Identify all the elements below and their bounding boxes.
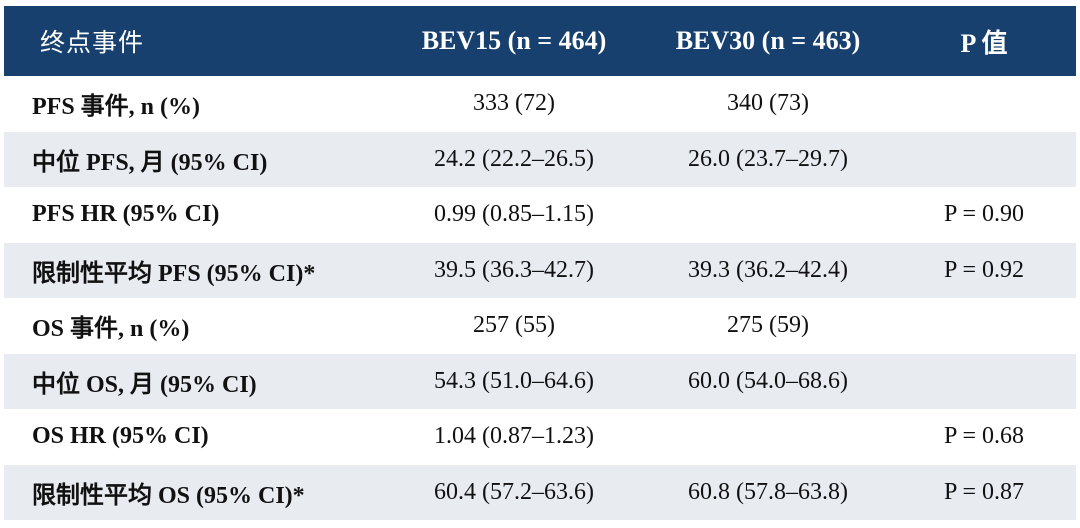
table-row: 限制性平均 PFS (95% CI)* 39.5 (36.3–42.7) 39.… — [4, 242, 1076, 298]
header-bev15: BEV15 (n = 464) — [421, 26, 607, 55]
header-p-value: P 值 — [960, 28, 1008, 58]
header-row: 终点事件 BEV15 (n = 464) BEV30 (n = 463) P 值 — [4, 6, 1076, 76]
cell-bev15: 60.4 (57.2–63.6) — [434, 478, 594, 505]
table-row: 中位 OS, 月 (95% CI) 54.3 (51.0–64.6) 60.0 … — [4, 353, 1076, 410]
cell-p-value — [892, 132, 1076, 188]
table-row: PFS 事件, n (%) 333 (72) 340 (73) — [4, 76, 1076, 132]
cell-bev30: 60.8 (57.8–63.8) — [688, 478, 848, 505]
cell-bev15: 39.5 (36.3–42.7) — [434, 256, 594, 283]
table-row: 限制性平均 OS (95% CI)* 60.4 (57.2–63.6) 60.8… — [4, 464, 1076, 520]
cell-bev30: 26.0 (23.7–29.7) — [688, 145, 848, 172]
cell-bev15: 257 (55) — [473, 312, 555, 339]
row-label: PFS HR (95% CI) — [32, 201, 220, 228]
table-body: PFS 事件, n (%) 333 (72) 340 (73) 中位 PFS, … — [4, 76, 1076, 520]
cell-bev30: 340 (73) — [727, 90, 809, 117]
table-row: 中位 PFS, 月 (95% CI) 24.2 (22.2–26.5) 26.0… — [4, 131, 1076, 188]
cell-bev30 — [644, 409, 892, 465]
cell-bev15: 1.04 (0.87–1.23) — [434, 423, 594, 450]
cell-p-value — [892, 354, 1076, 410]
cell-bev15: 54.3 (51.0–64.6) — [434, 367, 594, 394]
cell-bev30: 275 (59) — [727, 312, 809, 339]
table-row: PFS HR (95% CI) 0.99 (0.85–1.15) P = 0.9… — [4, 187, 1076, 243]
results-table: 终点事件 BEV15 (n = 464) BEV30 (n = 463) P 值… — [4, 6, 1076, 520]
cell-p-value — [892, 76, 1076, 132]
row-label: OS 事件, n (%) — [32, 316, 190, 343]
cell-p-value — [892, 298, 1076, 354]
row-label: 中位 PFS, 月 (95% CI) — [32, 149, 268, 176]
results-table-container: 终点事件 BEV15 (n = 464) BEV30 (n = 463) P 值… — [4, 6, 1076, 520]
row-label: 限制性平均 PFS (95% CI)* — [32, 260, 316, 287]
table-header: 终点事件 BEV15 (n = 464) BEV30 (n = 463) P 值 — [4, 6, 1076, 76]
cell-p-value: P = 0.90 — [944, 201, 1024, 228]
cell-bev15: 333 (72) — [473, 90, 555, 117]
cell-p-value: P = 0.92 — [944, 256, 1024, 283]
cell-bev15: 24.2 (22.2–26.5) — [434, 145, 594, 172]
header-bev30: BEV30 (n = 463) — [675, 26, 861, 55]
cell-bev30 — [644, 187, 892, 243]
row-label: 限制性平均 OS (95% CI)* — [32, 482, 305, 509]
row-label: OS HR (95% CI) — [32, 423, 209, 450]
cell-bev30: 39.3 (36.2–42.4) — [688, 256, 848, 283]
header-endpoint: 终点事件 — [40, 28, 145, 57]
row-label: PFS 事件, n (%) — [32, 94, 200, 121]
row-label: 中位 OS, 月 (95% CI) — [32, 371, 257, 398]
cell-bev30: 60.0 (54.0–68.6) — [688, 367, 848, 394]
table-row: OS HR (95% CI) 1.04 (0.87–1.23) P = 0.68 — [4, 409, 1076, 465]
cell-p-value: P = 0.87 — [944, 478, 1024, 505]
cell-p-value: P = 0.68 — [944, 423, 1024, 450]
cell-bev15: 0.99 (0.85–1.15) — [434, 201, 594, 228]
table-row: OS 事件, n (%) 257 (55) 275 (59) — [4, 298, 1076, 354]
